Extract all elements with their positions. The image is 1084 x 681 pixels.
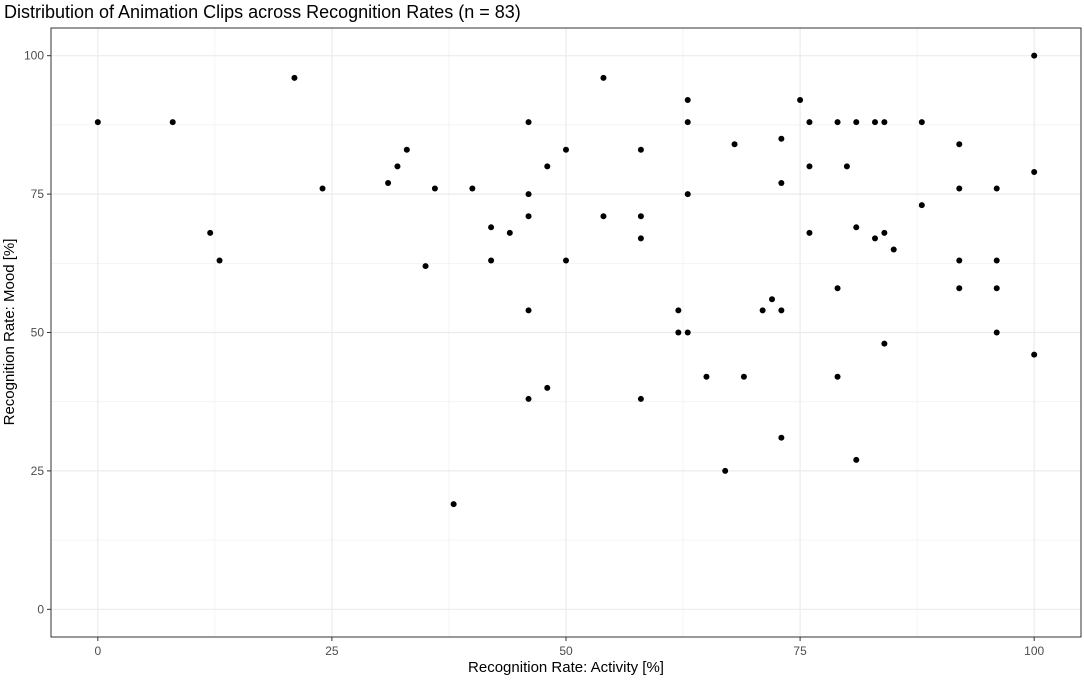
data-point	[918, 202, 925, 209]
data-point	[525, 213, 532, 220]
x-tick-label: 75	[793, 644, 807, 658]
y-tick-label: 50	[31, 326, 45, 340]
data-point	[525, 191, 532, 198]
data-point	[806, 119, 813, 126]
data-point	[918, 119, 925, 126]
data-point	[731, 141, 738, 148]
data-point	[881, 229, 888, 236]
y-axis-ticks: 0 25 50 75 100	[24, 49, 51, 616]
data-point	[722, 467, 729, 474]
data-point	[778, 434, 785, 441]
data-point	[872, 235, 878, 242]
data-point	[319, 185, 326, 192]
data-point	[881, 340, 888, 347]
data-point	[684, 119, 691, 126]
data-point	[469, 185, 476, 192]
data-point	[797, 96, 804, 103]
data-point	[525, 119, 532, 126]
x-tick-label: 25	[325, 644, 339, 658]
data-point	[956, 141, 963, 148]
major-grid	[51, 28, 1081, 637]
data-point	[993, 285, 1000, 292]
data-point	[422, 263, 429, 270]
data-point	[834, 373, 841, 380]
data-point	[890, 246, 897, 253]
data-point	[525, 307, 532, 314]
data-point	[740, 373, 747, 380]
data-point	[769, 296, 775, 303]
y-tick-label: 0	[37, 602, 44, 616]
data-point	[806, 229, 813, 236]
data-point	[1031, 52, 1038, 59]
x-tick-label: 0	[94, 644, 101, 658]
data-point	[881, 119, 888, 126]
data-point	[637, 213, 644, 220]
data-point	[806, 163, 813, 170]
data-point	[563, 146, 569, 153]
chart-title: Distribution of Animation Clips across R…	[4, 2, 521, 22]
data-point	[637, 235, 644, 242]
data-point	[431, 185, 438, 192]
data-point	[675, 329, 682, 336]
data-point	[385, 180, 392, 187]
data-point	[637, 395, 644, 402]
y-tick-label: 25	[31, 464, 45, 478]
data-point	[993, 257, 1000, 264]
data-point	[544, 163, 551, 170]
data-point	[544, 384, 551, 391]
data-point	[853, 224, 860, 231]
data-point	[1031, 351, 1038, 358]
y-tick-label: 75	[31, 187, 45, 201]
data-point	[956, 257, 963, 264]
data-point	[488, 224, 495, 231]
data-point	[956, 185, 963, 192]
data-point	[207, 229, 214, 236]
data-point	[684, 191, 691, 198]
data-point	[169, 119, 176, 126]
x-tick-label: 100	[1024, 644, 1044, 658]
y-axis-label: Recognition Rate: Mood [%]	[1, 239, 18, 426]
data-point	[600, 74, 607, 81]
data-point	[759, 307, 766, 314]
x-axis-label: Recognition Rate: Activity [%]	[468, 659, 664, 676]
x-axis-ticks: 0 25 50 75 100	[94, 637, 1045, 658]
x-tick-label: 50	[559, 644, 573, 658]
data-point	[834, 285, 841, 292]
data-point	[525, 395, 532, 402]
data-point	[703, 373, 710, 380]
data-point	[675, 307, 682, 314]
data-point	[872, 119, 878, 126]
data-point	[684, 329, 691, 336]
data-point	[684, 96, 691, 103]
data-point	[403, 146, 410, 153]
data-point	[778, 180, 785, 187]
data-point	[778, 135, 785, 142]
data-point	[993, 329, 1000, 336]
data-point	[853, 119, 860, 126]
data-point	[291, 74, 298, 81]
data-point	[506, 229, 513, 236]
data-point	[450, 501, 457, 508]
data-points	[94, 52, 1038, 508]
data-point	[843, 163, 850, 170]
y-tick-label: 100	[24, 49, 44, 63]
data-point	[956, 285, 963, 292]
data-point	[94, 119, 101, 126]
data-point	[834, 119, 841, 126]
data-point	[853, 456, 860, 463]
data-point	[993, 185, 1000, 192]
data-point	[778, 307, 785, 314]
data-point	[637, 146, 644, 153]
data-point	[488, 257, 495, 264]
data-point	[563, 257, 569, 264]
data-point	[1031, 168, 1038, 175]
data-point	[216, 257, 223, 264]
data-point	[394, 163, 401, 170]
data-point	[600, 213, 607, 220]
